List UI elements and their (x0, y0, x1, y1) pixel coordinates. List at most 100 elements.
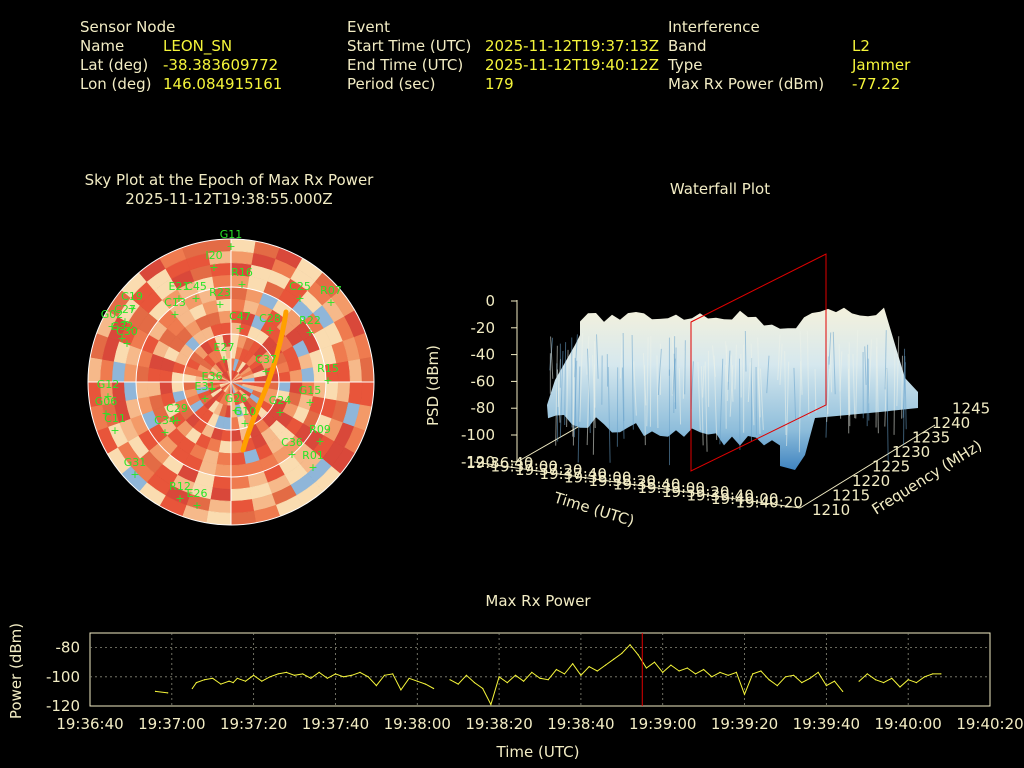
satellite-label: C36 (281, 436, 303, 449)
waterfall-streak (607, 367, 611, 463)
interference-band-value: L2 (852, 37, 870, 55)
power-x-tick-label: 19:37:20 (220, 715, 287, 733)
wf-z-tick-label: -80 (471, 399, 496, 417)
sensor-name-value: LEON_SN (163, 37, 233, 55)
satellite-marker: + (103, 390, 112, 403)
wf-z-tick-label: -120 (461, 453, 495, 471)
satellite-marker: + (265, 324, 274, 337)
waterfall-streak (786, 361, 790, 446)
wf-z-tick-label: -100 (461, 426, 495, 444)
satellite-marker: + (130, 468, 139, 481)
satellite-label: C27 (114, 303, 136, 316)
power-x-tick-label: 19:37:40 (302, 715, 369, 733)
wf-z-tick-label: 0 (485, 292, 495, 310)
satellite-label: C47 (229, 310, 251, 323)
satellite-marker: + (275, 406, 284, 419)
waterfall-streak (577, 366, 581, 463)
wf-x-tick-label: 19:37:20 (515, 461, 582, 479)
satellite-label: C25 (289, 280, 311, 293)
waterfall-streak (896, 336, 900, 407)
waterfall-streak (766, 355, 770, 394)
wf-z-tick-label: -60 (471, 372, 496, 390)
wf-x-tick-label: 19:37:40 (540, 465, 607, 483)
sky-grid (87, 238, 375, 526)
wf-z-tick-label: -20 (471, 319, 496, 337)
satellite-marker: + (295, 292, 304, 305)
satellite-marker: + (120, 315, 129, 328)
power-series (154, 643, 942, 706)
waterfall-streak (757, 337, 761, 418)
satellite-label: G26 (225, 392, 248, 405)
satellite-marker: + (219, 353, 228, 366)
interference-type-value: Jammer (852, 56, 911, 74)
power-y-tick-label: -80 (56, 639, 81, 657)
waterfall-streak (757, 368, 761, 434)
waterfall-streak (555, 345, 558, 446)
satellite-label: C45 (185, 280, 207, 293)
wf-y-tick-label: 1230 (892, 443, 930, 461)
waterfall-streak (682, 350, 686, 399)
satellite-label: R15 (317, 362, 339, 375)
waterfall-streak (619, 335, 623, 379)
waterfall-streak (730, 354, 734, 402)
satellite-label: G06 (95, 395, 118, 408)
satellite-label: R23 (209, 286, 231, 299)
waterfall-streak (832, 331, 836, 395)
satellite-marker: + (107, 320, 116, 333)
satellite-marker: + (308, 461, 317, 474)
power-x-tick-label: 19:38:20 (465, 715, 532, 733)
waterfall-streak (642, 352, 647, 406)
power-line-segment (449, 643, 844, 706)
satellite-marker: + (323, 374, 332, 387)
wf-y-tick-label: 1235 (912, 429, 950, 447)
waterfall-streak (747, 362, 751, 403)
waterfall-streak (711, 345, 716, 377)
satellite-marker: + (127, 302, 136, 315)
waterfall-streak (550, 336, 554, 379)
wf-x-tick-label: 19:38:40 (613, 476, 680, 494)
wf-y-tick-label: 1240 (932, 414, 970, 432)
sky-satellites: +G11+I20+R16+C45+C19 +R07+G02+E21+C27 +R23… (95, 228, 342, 512)
satellite-marker: + (207, 382, 216, 395)
wf-x-tick-label: 19:39:20 (662, 483, 729, 501)
waterfall-streak (793, 367, 797, 420)
wf-x-tick-label: 19:36:40 (466, 454, 533, 472)
waterfall-streak (621, 367, 625, 439)
waterfall-streak (779, 343, 783, 385)
satellite-label: C34 (154, 414, 176, 427)
power-line-segment (858, 673, 941, 688)
power-line-segment (191, 671, 434, 691)
skyplot-epoch: 2025-11-12T19:38:55.000Z (125, 190, 333, 208)
waterfall-streak (893, 349, 896, 435)
wf-x-tick-label: 19:39:40 (687, 486, 754, 504)
waterfall-streak (725, 364, 727, 429)
satellite-marker: + (175, 492, 184, 505)
waterfall-streak (657, 348, 662, 396)
waterfall-streak (868, 339, 873, 404)
waterfall-streak (727, 350, 731, 390)
satellite-marker: + (226, 240, 235, 253)
satellite-label: G24 (269, 394, 292, 407)
sensor-heading: Sensor Node (80, 18, 176, 36)
satellite-marker: + (305, 326, 314, 339)
wf-y-tick-label: 1225 (872, 458, 910, 476)
waterfall-streak (848, 342, 851, 427)
jammer-track (240, 309, 289, 453)
waterfall-streak (646, 337, 649, 427)
waterfall-streak (633, 361, 637, 416)
sensor-lat-value: -38.383609772 (163, 56, 279, 74)
waterfall-streak (884, 330, 887, 390)
satellite-label: C19 (121, 290, 143, 303)
satellite-marker: + (117, 332, 126, 345)
waterfall-streak (566, 349, 569, 427)
satellite-label: R16 (231, 266, 253, 279)
satellite-marker: + (174, 292, 183, 305)
wf-x-tick-label: 19:38:20 (589, 472, 656, 490)
wf-marker-plane (690, 253, 827, 472)
satellite-label: C30 (116, 325, 138, 338)
wf-x-ticks: 19:36:4019:37:0019:37:2019:37:4019:38:00… (466, 454, 803, 512)
power-x-tick-label: 19:40:20 (956, 715, 1023, 733)
satellite-label: G12 (97, 378, 120, 391)
waterfall-streak (596, 334, 599, 379)
